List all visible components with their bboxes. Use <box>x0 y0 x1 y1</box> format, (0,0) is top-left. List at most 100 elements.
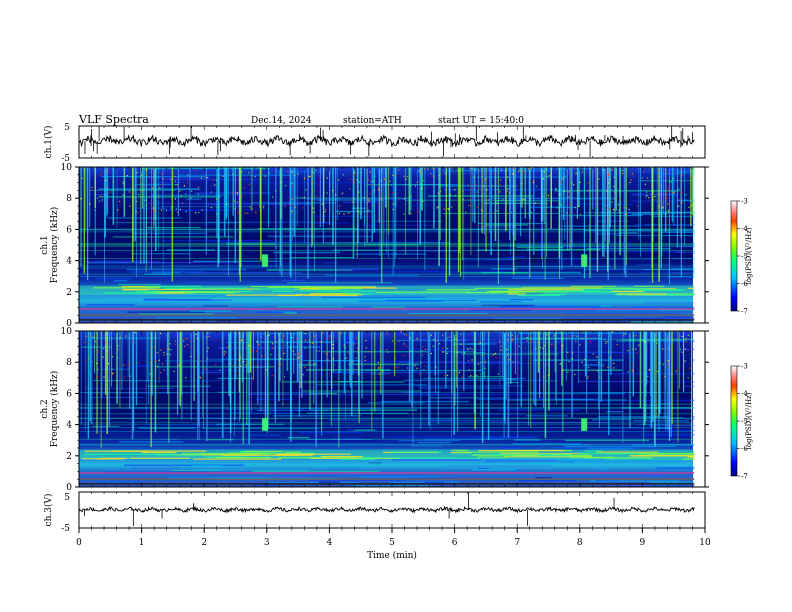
spectral-speckle <box>661 207 663 209</box>
spectral-noise-streak <box>318 481 340 483</box>
spectral-noise-streak <box>280 188 408 190</box>
spectral-speckle <box>118 200 121 203</box>
emission-band-detail <box>93 287 161 289</box>
spectral-speckle <box>309 175 311 177</box>
spectral-noise-streak <box>595 480 620 482</box>
spectral-speckle <box>162 177 164 180</box>
spectral-speckle <box>612 208 615 211</box>
spectral-speckle <box>496 202 498 204</box>
emission-band-detail <box>243 450 284 453</box>
spectral-speckle <box>587 182 589 185</box>
emission-band-detail <box>583 457 653 459</box>
spectral-noise-streak <box>679 313 694 315</box>
spectral-speckle <box>287 170 289 172</box>
spectral-speckle <box>160 209 163 211</box>
spectral-speckle <box>507 188 509 190</box>
spectral-speckle <box>499 179 502 181</box>
spectral-noise-streak <box>332 249 396 251</box>
spectral-speckle <box>561 352 563 354</box>
spectral-speckle <box>358 191 360 193</box>
spectral-speckle <box>438 199 440 201</box>
spectral-speckle <box>481 373 483 376</box>
spectral-speckle <box>365 347 367 349</box>
spectral-speckle <box>194 169 196 172</box>
spectral-speckle <box>240 338 242 340</box>
emission-band-detail <box>456 451 539 453</box>
spectral-speckle <box>156 366 158 368</box>
spectral-speckle <box>687 334 689 336</box>
spectral-noise-streak <box>96 481 142 483</box>
spectral-speckle <box>340 332 342 334</box>
spectral-speckle <box>505 356 507 358</box>
spectral-speckle <box>108 192 110 194</box>
spectral-speckle <box>271 366 273 368</box>
spectral-noise-streak <box>675 171 705 173</box>
spectral-noise-streak <box>516 246 564 249</box>
spectral-speckle <box>559 332 561 334</box>
spectral-speckle <box>122 194 124 196</box>
spectral-noise-streak <box>584 234 662 236</box>
emission-band-detail <box>250 285 311 288</box>
spectral-speckle <box>134 331 136 334</box>
spectral-noise-streak <box>639 180 705 182</box>
spectral-speckle <box>671 373 673 376</box>
spectral-noise-streak <box>150 194 225 196</box>
spectral-speckle <box>175 208 177 210</box>
spectral-speckle <box>542 347 544 349</box>
spectral-speckle <box>421 354 423 356</box>
spectral-noise-streak <box>579 392 661 394</box>
spectral-speckle <box>416 181 419 183</box>
spectral-noise-streak <box>358 476 439 478</box>
spectral-noise-streak <box>208 240 307 242</box>
emission-band-detail <box>101 457 128 459</box>
spectral-speckle <box>488 332 490 334</box>
spectral-speckle <box>575 172 577 175</box>
spectral-noise-streak <box>595 399 705 402</box>
spectral-speckle <box>607 173 610 175</box>
spectral-speckle <box>308 362 310 364</box>
spectral-speckle <box>685 194 687 196</box>
spectral-speckle <box>111 368 113 371</box>
spectral-speckle <box>468 204 470 207</box>
spectral-speckle <box>509 179 511 181</box>
emission-band-detail <box>318 292 355 295</box>
spectral-speckle <box>527 168 530 170</box>
spectral-speckle <box>303 196 305 199</box>
spectral-noise-streak <box>126 407 152 409</box>
colorbar-tick-label: -4 <box>741 390 748 398</box>
spectral-noise-streak <box>630 200 705 202</box>
spectral-noise-streak <box>583 269 705 271</box>
spectral-speckle <box>353 343 355 345</box>
spectral-noise-streak <box>368 462 382 464</box>
spectral-speckle <box>483 372 485 374</box>
spectral-noise-streak <box>562 444 590 446</box>
spectral-noise-streak <box>666 276 705 278</box>
spectral-speckle <box>135 211 137 213</box>
spectral-speckle <box>417 211 419 213</box>
spectral-speckle <box>319 341 322 343</box>
spectral-speckle <box>562 344 564 347</box>
spectral-speckle <box>684 348 686 350</box>
ch3-waveform-ylabel: ch.3(V) <box>43 494 54 527</box>
spectral-noise-streak <box>131 365 158 367</box>
spectral-speckle <box>248 172 250 174</box>
spectral-speckle <box>116 357 119 359</box>
spectral-noise-streak <box>178 174 291 176</box>
emission-band-detail <box>358 457 387 459</box>
spectral-speckle <box>101 199 103 201</box>
spectral-noise-streak <box>461 353 559 355</box>
emission-band-detail <box>388 457 481 459</box>
spectral-speckle <box>611 168 613 170</box>
spectral-noise-streak <box>647 424 705 427</box>
spectral-speckle <box>98 200 101 202</box>
spectral-speckle <box>530 340 533 342</box>
spectral-speckle <box>656 342 658 344</box>
spectral-speckle <box>177 211 179 214</box>
spectral-speckle <box>611 169 613 171</box>
spectral-noise-streak <box>414 385 524 387</box>
spectral-speckle <box>461 376 463 378</box>
spectral-speckle <box>300 353 302 355</box>
emission-band-detail <box>309 287 397 289</box>
emission-band-detail <box>278 294 302 297</box>
